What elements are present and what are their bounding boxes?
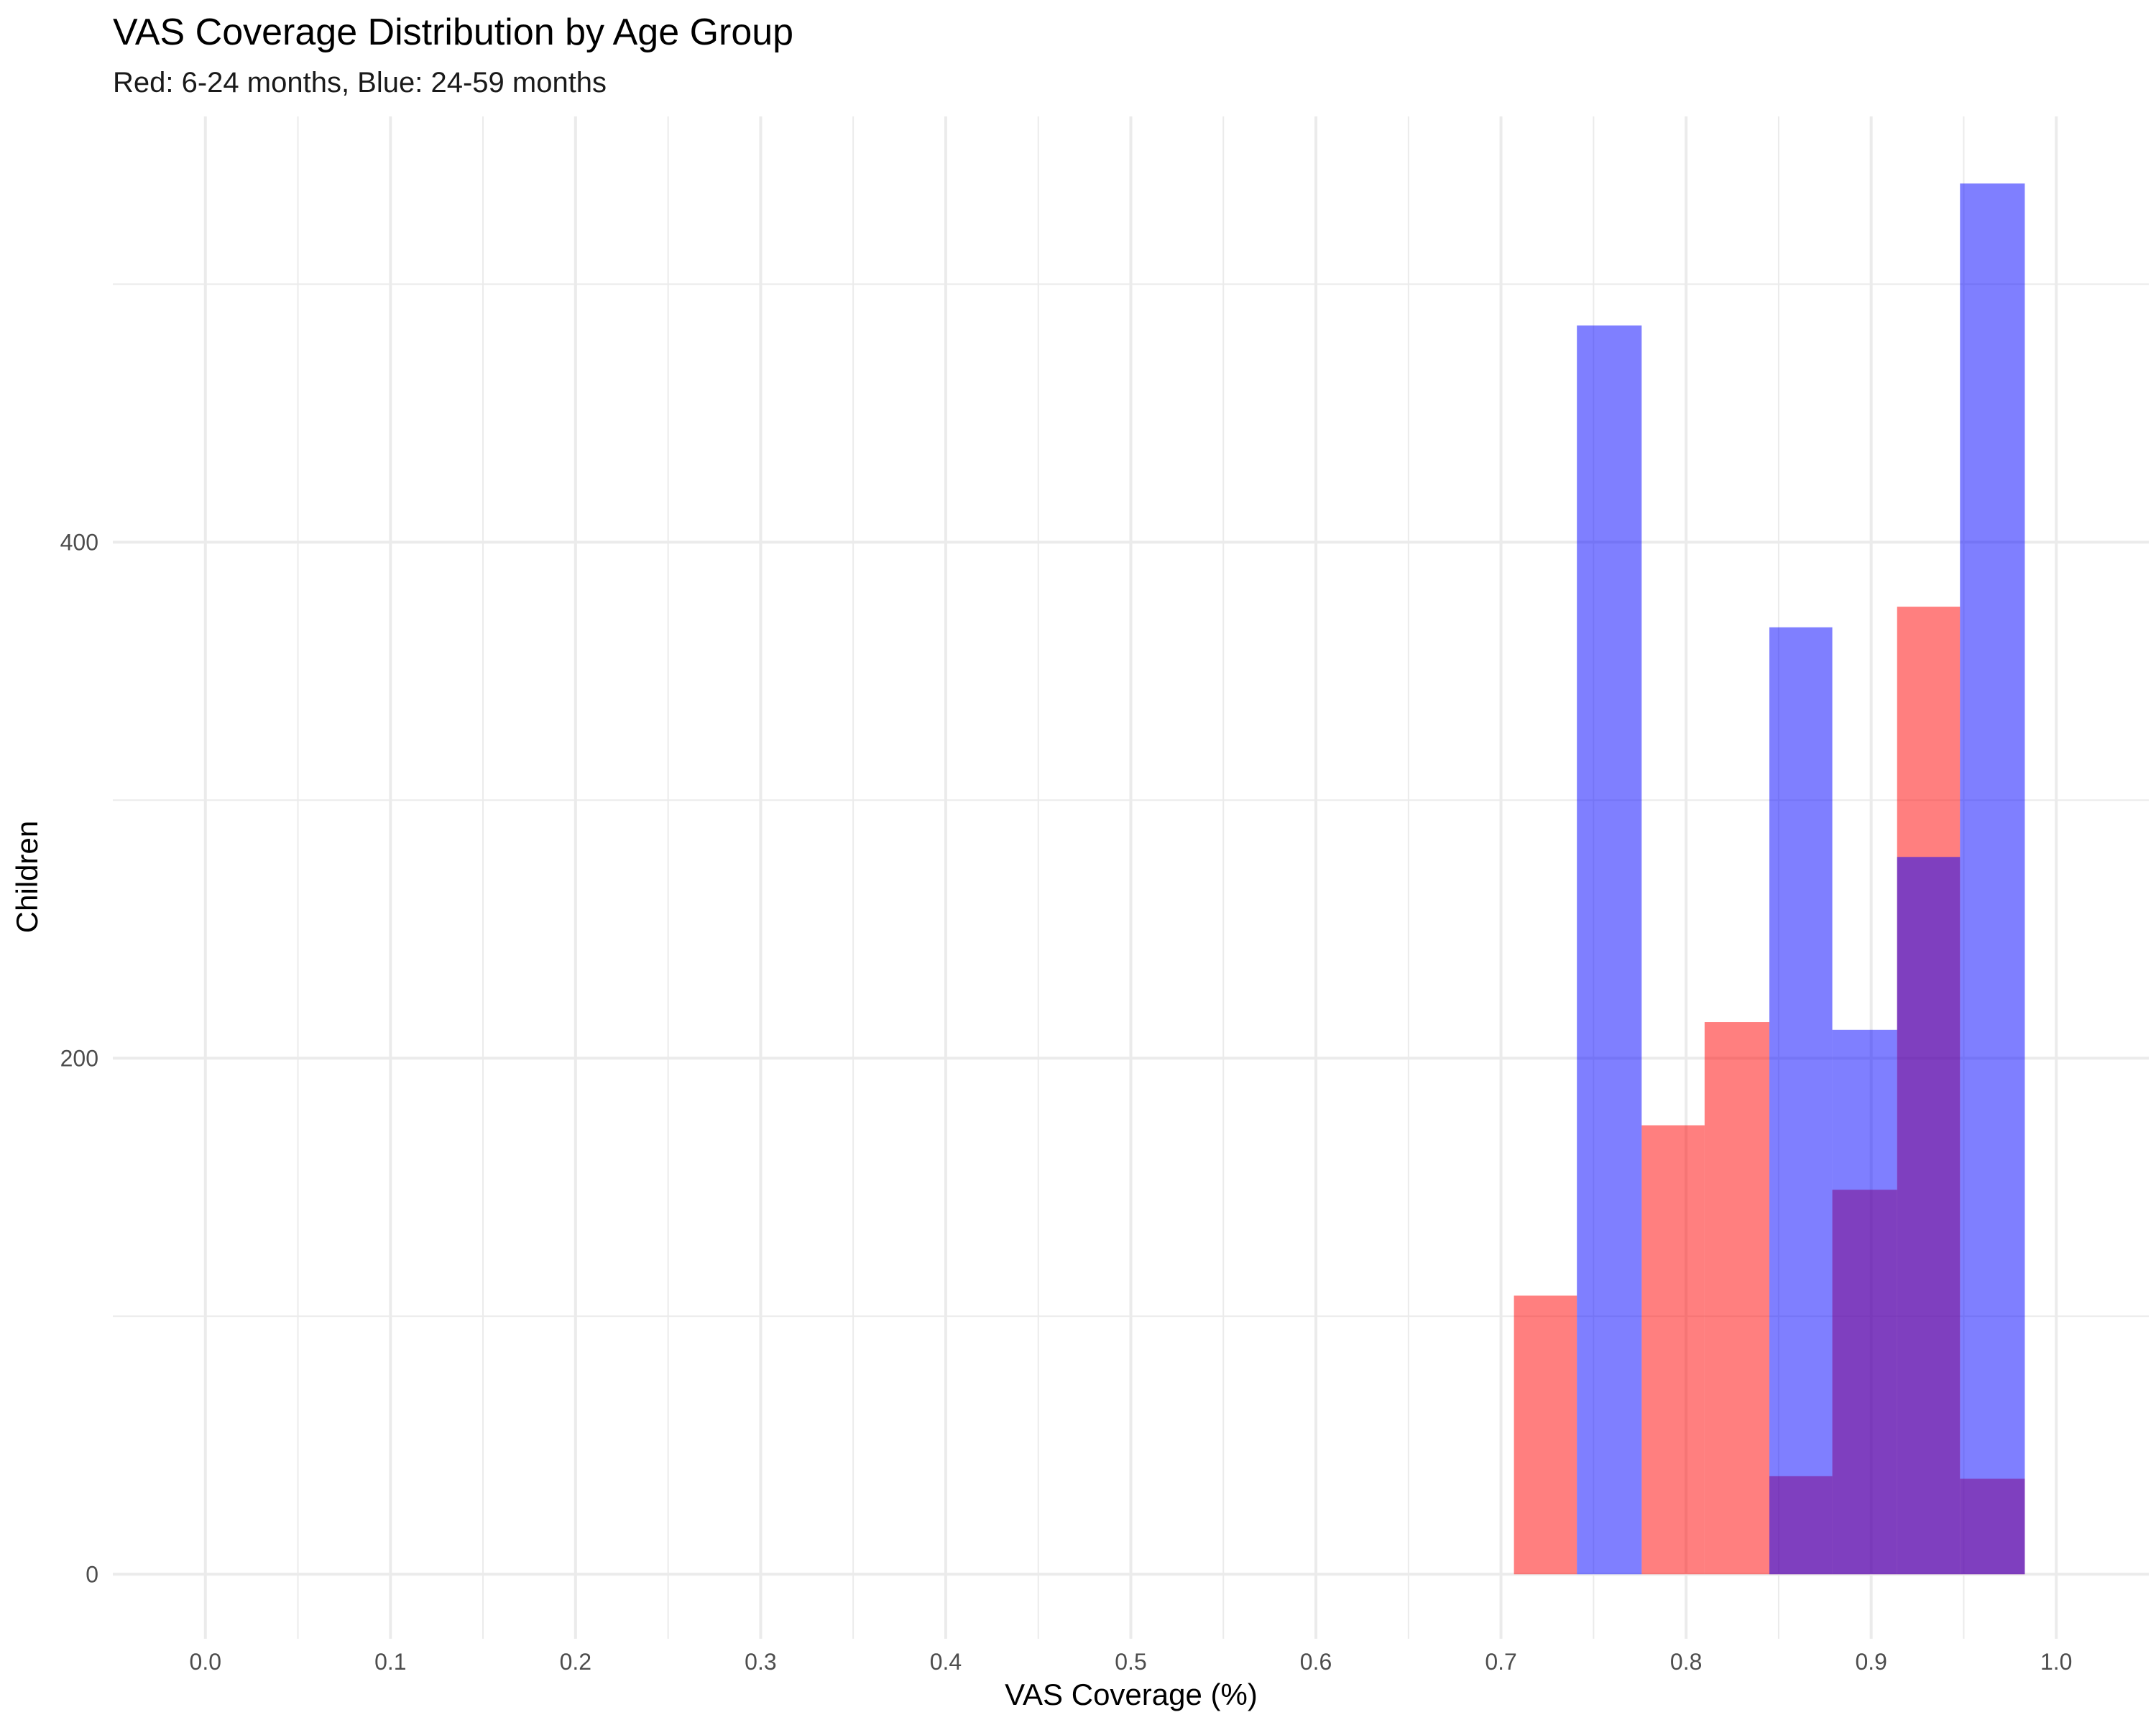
- x-axis-title: VAS Coverage (%): [1005, 1678, 1258, 1711]
- x-tick-label: 0.3: [745, 1649, 776, 1675]
- histogram-bar: [1641, 1125, 1705, 1575]
- x-tick-label: 0.5: [1115, 1649, 1146, 1675]
- y-axis-title: Children: [10, 821, 44, 933]
- x-tick-label: 0.2: [560, 1649, 591, 1675]
- x-tick-label: 0.6: [1300, 1649, 1332, 1675]
- histogram-bar: [1832, 1029, 1897, 1575]
- y-tick-label: 200: [60, 1045, 98, 1071]
- x-tick-label: 0.7: [1485, 1649, 1516, 1675]
- x-tick-label: 0.8: [1670, 1649, 1702, 1675]
- y-tick-label: 400: [60, 529, 98, 555]
- y-axis-tick-labels: 0 200 400: [60, 529, 98, 1587]
- x-tick-label: 1.0: [2040, 1649, 2072, 1675]
- histogram-bars: [1514, 183, 2025, 1575]
- x-tick-label: 0.0: [190, 1649, 221, 1675]
- x-tick-label: 0.1: [374, 1649, 406, 1675]
- chart-title: VAS Coverage Distribution by Age Group: [113, 12, 793, 53]
- histogram-bar: [1577, 325, 1642, 1575]
- histogram-bar: [1769, 627, 1833, 1575]
- x-axis-tick-labels: 0.0 0.1 0.2 0.3 0.4 0.5 0.6 0.7 0.8 0.9 1.0: [190, 1649, 2073, 1675]
- histogram-series-2: [1577, 183, 2025, 1575]
- histogram-bar: [1897, 857, 1961, 1575]
- histogram-bar: [1514, 1295, 1577, 1575]
- histogram-bar: [1960, 183, 2025, 1575]
- histogram-bar: [1704, 1022, 1770, 1575]
- y-tick-label: 0: [86, 1561, 98, 1587]
- x-tick-label: 0.9: [1855, 1649, 1886, 1675]
- chart-subtitle: Red: 6-24 months, Blue: 24-59 months: [113, 67, 607, 98]
- x-tick-label: 0.4: [930, 1649, 962, 1675]
